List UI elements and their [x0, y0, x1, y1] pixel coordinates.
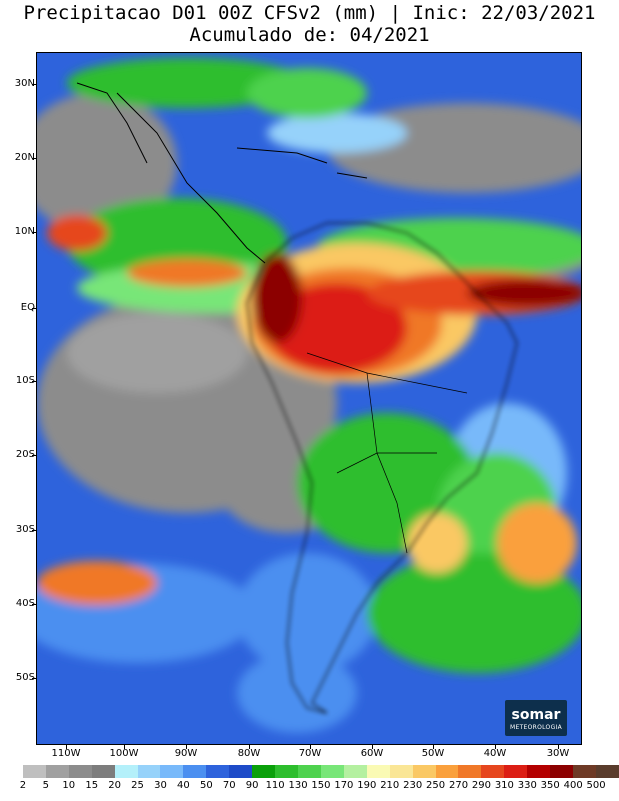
- colorbar-label: 130: [288, 780, 308, 791]
- lat-label: 50S: [15, 672, 35, 683]
- colorbar-label: 40: [177, 780, 190, 791]
- colorbar-swatch: [0, 765, 23, 778]
- colorbar-swatch: [550, 765, 574, 778]
- lon-tick: [66, 745, 67, 749]
- colorbar-swatch: [68, 765, 92, 778]
- lon-label: 30W: [546, 748, 570, 759]
- lon-label: 40W: [483, 748, 507, 759]
- colorbar-label: 150: [311, 780, 331, 791]
- lat-tick: [32, 455, 36, 456]
- somar-logo: somar METEOROLOGIA: [505, 700, 567, 736]
- colorbar-label: 10: [62, 780, 76, 791]
- lon-label: 90W: [174, 748, 198, 759]
- colorbar-label: 110: [265, 780, 285, 791]
- colorbar-swatch: [343, 765, 367, 778]
- colorbar-label: 350: [540, 780, 560, 791]
- colorbar-label: 250: [426, 780, 446, 791]
- colorbar-swatch: [527, 765, 551, 778]
- map-title: Precipitacao D01 00Z CFSv2 (mm) | Inic: …: [23, 2, 596, 24]
- colorbar-label: 15: [85, 780, 99, 791]
- precipitation-map: [36, 52, 582, 745]
- colorbar-label: 190: [357, 780, 377, 791]
- colorbar-label: 400: [563, 780, 583, 791]
- colorbar-swatch: [297, 765, 321, 778]
- lat-tick: [32, 84, 36, 85]
- colorbar-label: 330: [517, 780, 537, 791]
- lat-label: 10S: [15, 375, 35, 386]
- colorbar-swatch: [481, 765, 505, 778]
- lat-tick: [32, 308, 36, 309]
- colorbar-label: 50: [199, 780, 213, 791]
- colorbar-swatch: [137, 765, 161, 778]
- lat-tick: [32, 604, 36, 605]
- lat-label: 10N: [14, 226, 35, 237]
- lon-label: 50W: [421, 748, 445, 759]
- colorbar-label: 2: [19, 780, 27, 791]
- colorbar-label: 230: [403, 780, 423, 791]
- logo-subtitle: METEOROLOGIA: [509, 724, 562, 731]
- colorbar-swatch: [183, 765, 207, 778]
- lat-tick: [32, 678, 36, 679]
- lat-tick: [32, 232, 36, 233]
- lat-label: 30S: [15, 524, 35, 535]
- colorbar-swatch: [275, 765, 298, 778]
- lat-label: 20N: [14, 152, 35, 163]
- colorbar-labels: 2 5 10 15 20 25 30 40 50 70 90 110 130 150 170 190 210 23…: [0, 779, 619, 795]
- colorbar-label: 500: [586, 780, 606, 791]
- lon-label: 80W: [237, 748, 261, 759]
- colorbar-swatch: [206, 765, 230, 778]
- colorbar-swatch: [504, 765, 528, 778]
- lon-label: 70W: [298, 748, 322, 759]
- colorbar-swatch: [366, 765, 390, 778]
- lon-tick: [433, 745, 434, 749]
- colorbar-swatch: [91, 765, 115, 778]
- colorbar-swatch: [22, 765, 46, 778]
- colorbar-swatch: [320, 765, 344, 778]
- colorbar-label: 210: [380, 780, 400, 791]
- lat-label: 40S: [15, 598, 35, 609]
- lon-tick: [310, 745, 311, 749]
- colorbar-swatch: [229, 765, 253, 778]
- lon-label: 60W: [360, 748, 384, 759]
- colorbar-swatch: [595, 765, 619, 778]
- lat-label: EQ: [20, 302, 35, 313]
- lon-tick: [372, 745, 373, 749]
- colorbar-label: 20: [108, 780, 121, 791]
- lon-tick: [124, 745, 125, 749]
- lat-label: 30N: [14, 78, 35, 89]
- lon-tick: [558, 745, 559, 749]
- colorbar-swatch: [412, 765, 436, 778]
- colorbar-swatch: [435, 765, 459, 778]
- map-subtitle: Acumulado de: 04/2021: [189, 24, 430, 46]
- colorbar-swatch: [458, 765, 482, 778]
- colorbar-label: 70: [222, 780, 236, 791]
- colorbar-swatch: [45, 765, 69, 778]
- colorbar-swatch: [160, 765, 184, 778]
- colorbar-label: 5: [42, 780, 50, 791]
- lon-tick: [249, 745, 250, 749]
- colorbar-label: 90: [245, 780, 259, 791]
- colorbar-swatch: [252, 765, 276, 778]
- lat-tick: [32, 530, 36, 531]
- lon-tick: [186, 745, 187, 749]
- colorbar: [0, 765, 619, 778]
- lat-tick: [32, 158, 36, 159]
- lon-tick: [495, 745, 496, 749]
- colorbar-label: 290: [471, 780, 491, 791]
- colorbar-swatch: [114, 765, 138, 778]
- colorbar-swatch: [573, 765, 596, 778]
- colorbar-label: 25: [131, 780, 144, 791]
- lat-tick: [32, 381, 36, 382]
- colorbar-swatch: [389, 765, 413, 778]
- logo-name: somar: [511, 707, 561, 723]
- lat-label: 20S: [15, 449, 35, 460]
- precipitation-field: [37, 53, 581, 744]
- colorbar-label: 30: [154, 780, 167, 791]
- colorbar-label: 310: [494, 780, 514, 791]
- lon-label: 100W: [109, 748, 139, 759]
- lon-label: 110W: [51, 748, 81, 759]
- colorbar-label: 170: [334, 780, 354, 791]
- colorbar-label: 270: [448, 780, 469, 791]
